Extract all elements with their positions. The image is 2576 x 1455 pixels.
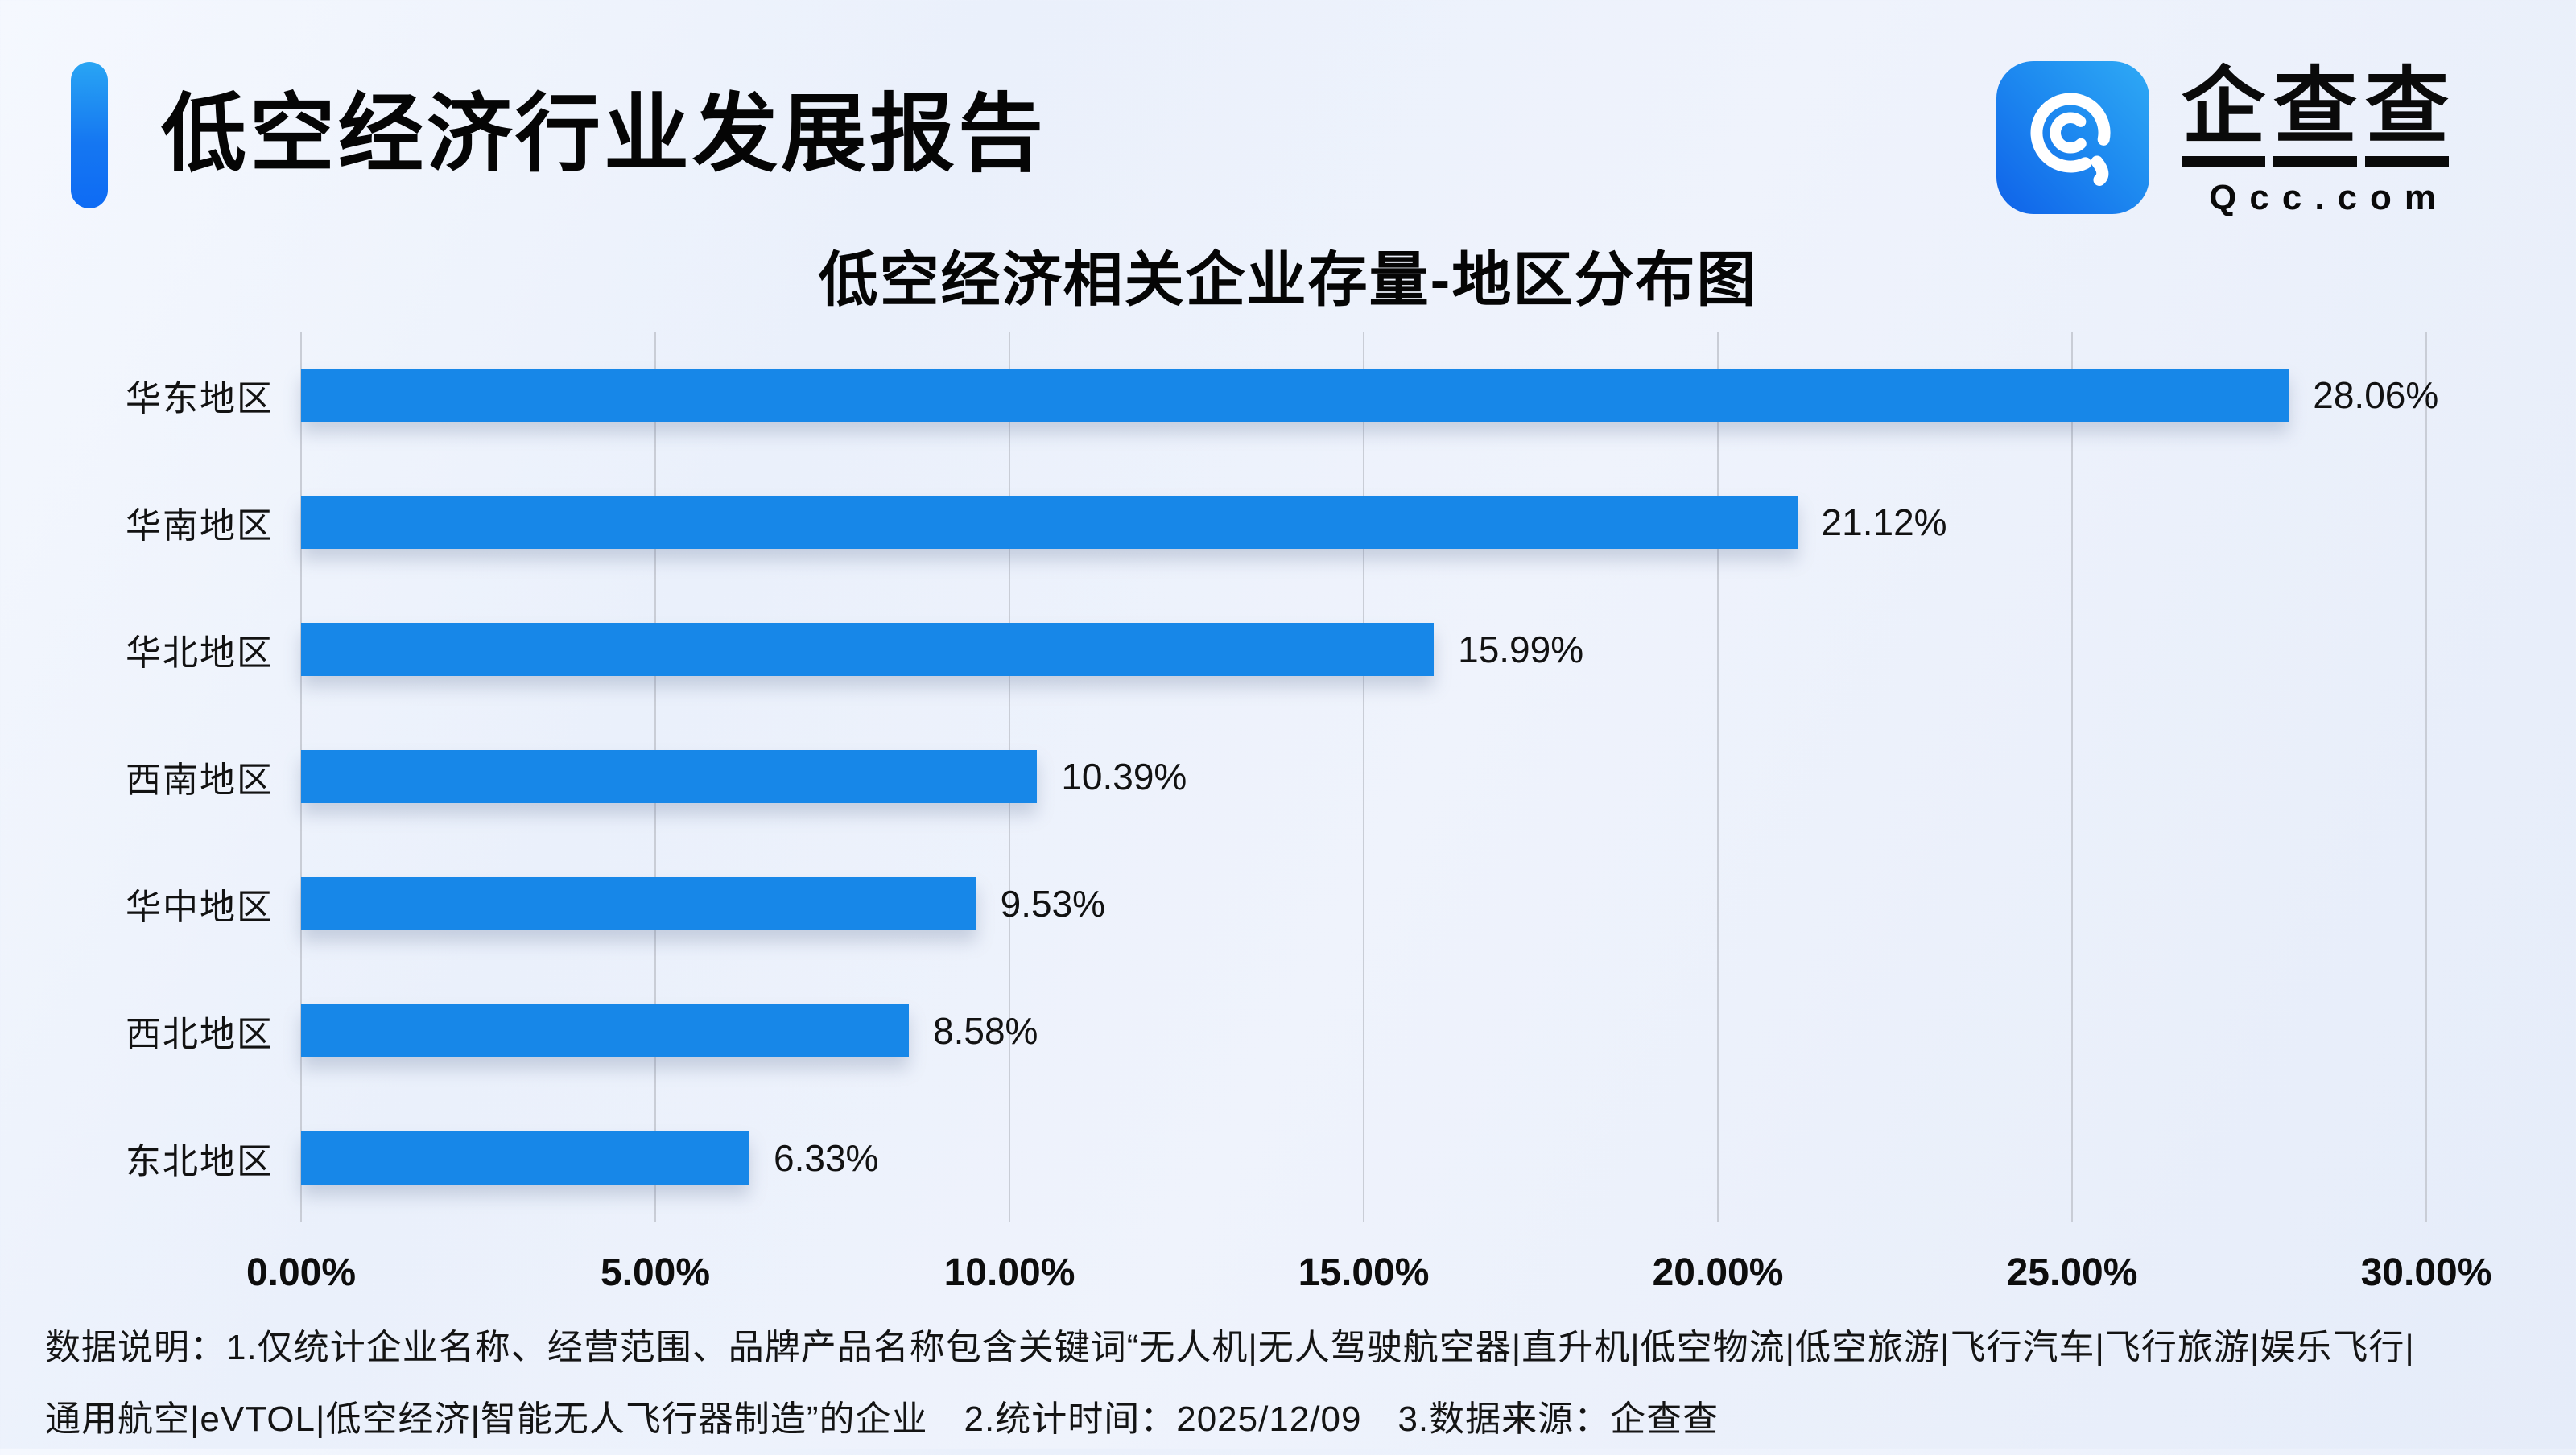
chart-row: 东北地区 6.33% [0,1094,2576,1222]
bar-track: 10.39% [301,750,2426,803]
bar-value-label: 28.06% [2313,374,2439,416]
bar [301,1004,910,1057]
bar [301,369,2289,422]
data-notes-line1: 数据说明：1.仅统计企业名称、经营范围、品牌产品名称包含关键词“无人机|无人驾驶… [45,1328,2415,1367]
bar-track: 6.33% [301,1131,2426,1185]
x-axis-tick-label: 25.00% [2006,1251,2138,1294]
x-axis-tick-label: 15.00% [1298,1251,1430,1294]
qcc-logo-icon [1996,61,2149,214]
x-axis-tick-label: 0.00% [246,1251,357,1294]
chart-row: 华中地区 9.53% [0,840,2576,967]
gridline [2071,332,2073,1222]
x-axis-tick-label: 30.00% [2360,1251,2492,1294]
report-title: 低空经济行业发展报告 [161,87,1046,182]
bar-value-label: 6.33% [774,1137,879,1179]
x-axis-tick-label: 10.00% [943,1251,1075,1294]
logo-brand-char: 查 [2273,61,2358,167]
category-label: 西南地区 [126,760,274,800]
data-notes: 数据说明：1.仅统计企业名称、经营范围、品牌产品名称包含关键词“无人机|无人驾驶… [45,1312,2549,1455]
bar [301,750,1038,803]
logo-text: 企查查 Qcc.com [2182,61,2450,218]
x-axis: 0.00% 5.00% 10.00% 15.00% 20.00% 25.00% 30.00% [246,1251,2491,1307]
chart-row: 西南地区 10.39% [0,713,2576,840]
bar-chart: 华东地区 28.06% 华南地区 21.12% 华北地区 15.99% 西南地区 10.39%… [0,332,2576,1394]
chart-rows: 华东地区 28.06% 华南地区 21.12% 华北地区 15.99% 西南地区 10.39%… [0,332,2576,1222]
category-label: 华北地区 [126,633,274,673]
logo-brand-text: 企查查 [2182,61,2450,167]
bar-value-label: 8.58% [933,1010,1038,1052]
chart-row: 华南地区 21.12% [0,459,2576,586]
bar-track: 9.53% [301,877,2426,930]
gridline [1363,332,1364,1222]
category-label: 华南地区 [126,506,274,546]
chart-title: 低空经济相关企业存量-地区分布图 [818,246,1758,313]
bar [301,623,1435,676]
logo-brand-char: 企 [2182,61,2266,167]
bar-track: 28.06% [301,369,2438,422]
bar-track: 15.99% [301,623,2426,676]
bar [301,496,1798,549]
bar-value-label: 21.12% [1821,501,1947,543]
bar-value-label: 15.99% [1458,629,1584,670]
bar [301,1131,750,1185]
gridline [2425,332,2427,1222]
gridline [1717,332,1719,1222]
qcc-logo: 企查查 Qcc.com [1996,61,2450,218]
chart-row: 华北地区 15.99% [0,586,2576,713]
bar-value-label: 10.39% [1061,756,1187,798]
chart-row: 华东地区 28.06% [0,332,2576,459]
bar-track: 8.58% [301,1004,2426,1057]
bar-value-label: 9.53% [1000,883,1106,925]
magnifier-q-icon [2030,93,2111,186]
x-axis-tick-label: 5.00% [600,1251,711,1294]
data-notes-line2: 通用航空|eVTOL|低空经济|智能无人飞行器制造”的企业 2.统计时间：202… [45,1399,1719,1439]
chart-row: 西北地区 8.58% [0,967,2576,1094]
bar-track: 21.12% [301,496,2426,549]
category-label: 华中地区 [126,888,274,927]
logo-domain-text: Qcc.com [2209,178,2450,218]
category-label: 华东地区 [126,379,274,418]
bar [301,877,976,930]
x-axis-tick-label: 20.00% [1652,1251,1784,1294]
category-label: 东北地区 [126,1142,274,1181]
logo-brand-char: 查 [2365,61,2450,167]
category-label: 西北地区 [126,1015,274,1054]
header-accent-bar [71,62,108,208]
